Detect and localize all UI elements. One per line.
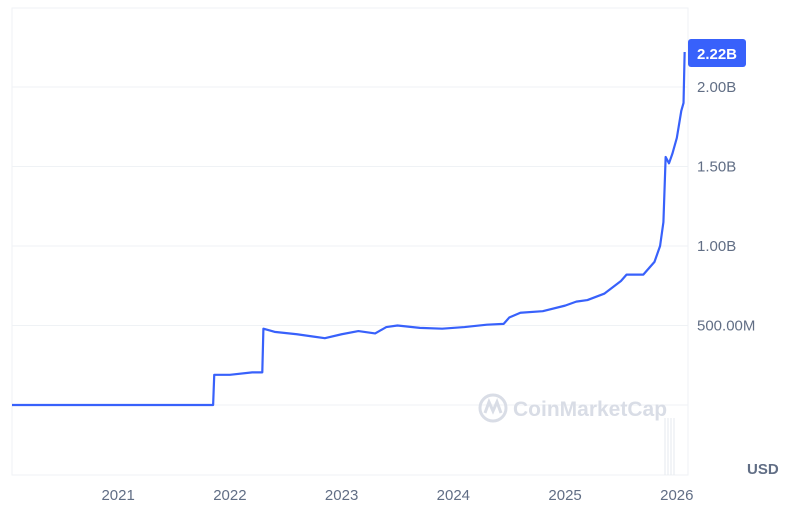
watermark-logo-icon: [483, 397, 503, 415]
x-tick-label: 2022: [213, 487, 246, 504]
unit-label: USD: [747, 461, 779, 478]
watermark-logo-icon: [478, 393, 508, 423]
y-tick-label: 1.50B: [697, 159, 736, 176]
current-value-badge: [688, 39, 746, 67]
y-tick-label: 500.00M: [697, 318, 755, 335]
current-value-label: 2.22B: [697, 46, 737, 63]
x-tick-label: 2026: [660, 487, 693, 504]
watermark-text: CoinMarketCap: [513, 398, 667, 421]
x-tick-label: 2023: [325, 487, 358, 504]
x-tick-label: 2021: [101, 487, 134, 504]
plot-frame: [11, 7, 689, 476]
price-line: [12, 51, 686, 407]
x-tick-label: 2025: [548, 487, 581, 504]
x-tick-label: 2024: [437, 487, 470, 504]
y-tick-label: 2.00B: [697, 79, 736, 96]
y-tick-label: 1.00B: [697, 238, 736, 255]
